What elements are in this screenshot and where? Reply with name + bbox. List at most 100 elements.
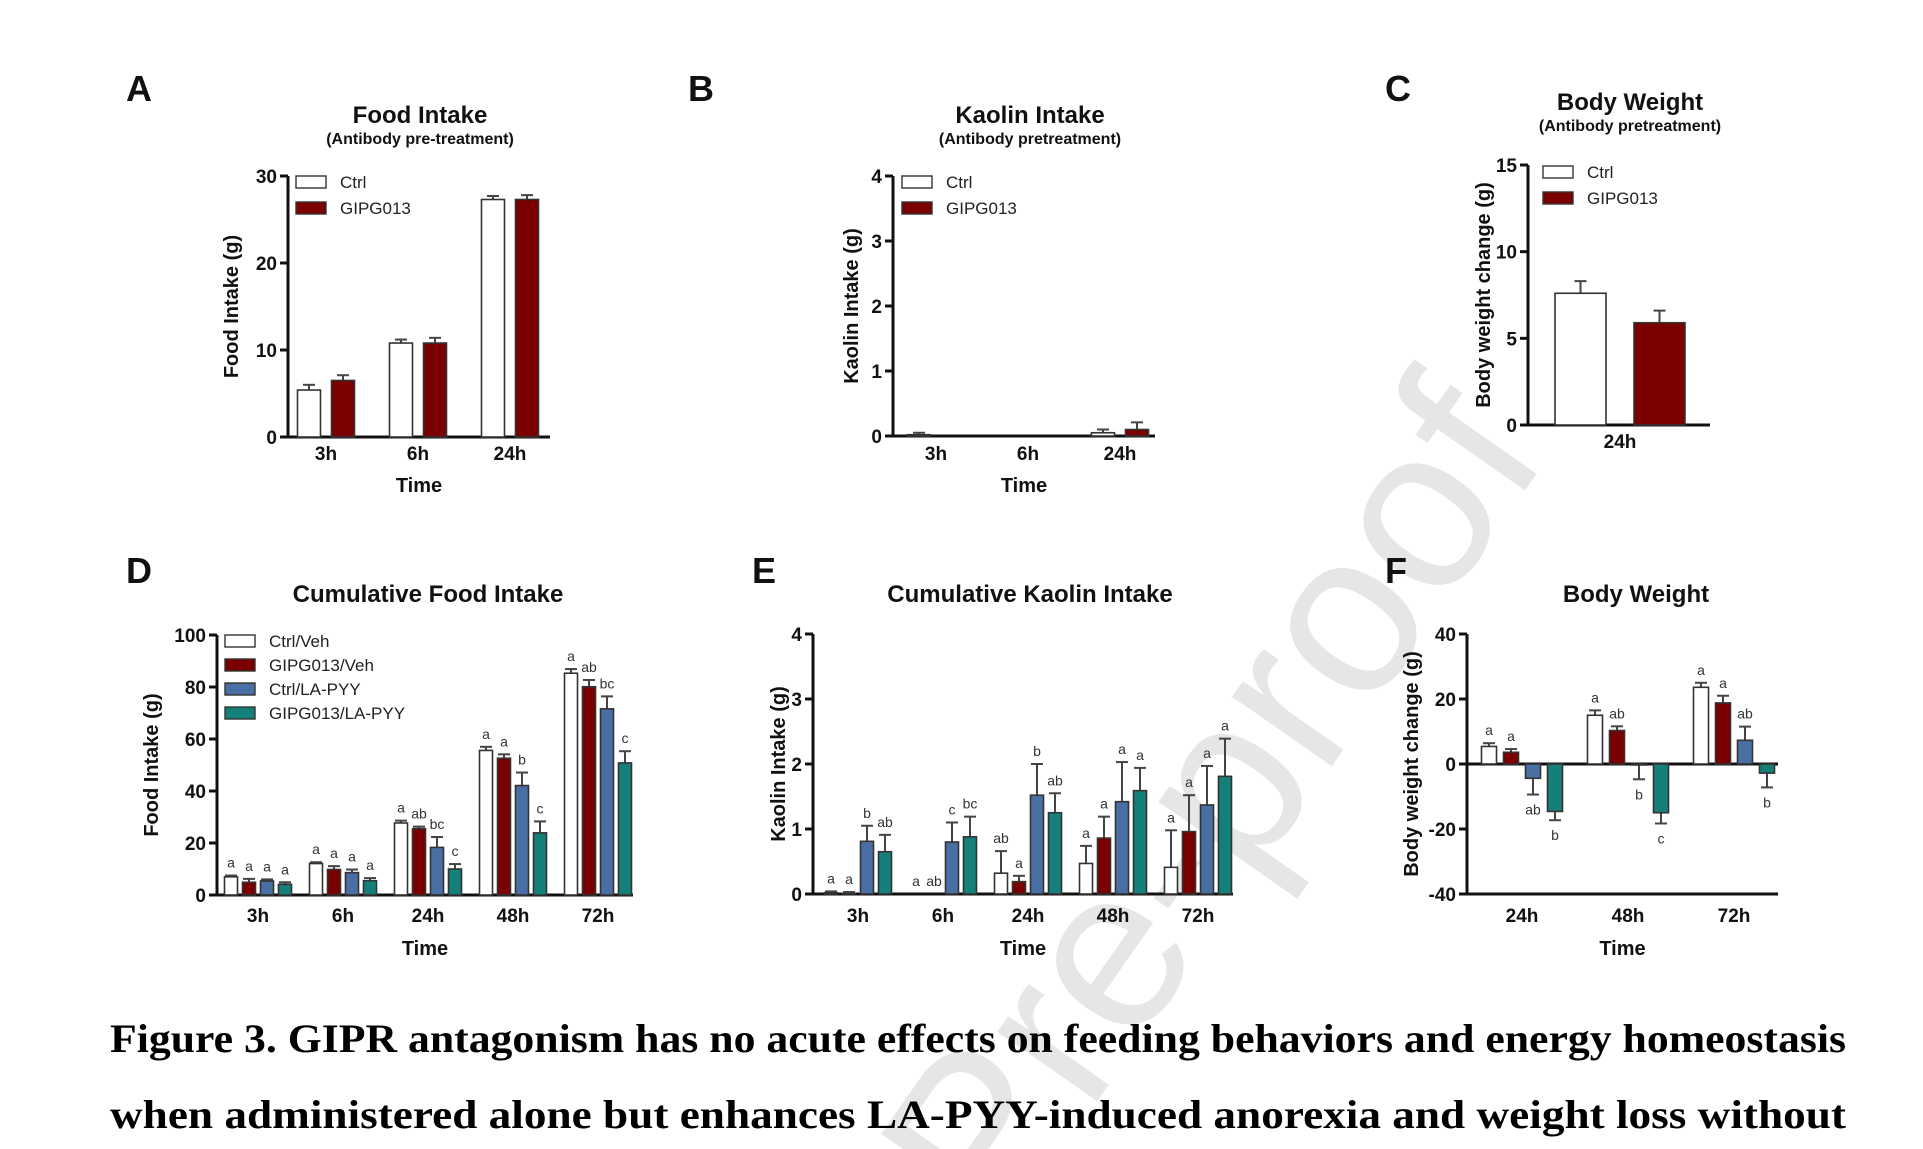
bar [1132,789,1148,895]
bar [877,850,893,895]
bar [859,840,875,895]
significance-label: ab [993,830,1009,846]
bar [1714,702,1732,765]
bar [599,708,615,896]
significance-label: a [227,855,235,871]
y-tick-label: 5 [1506,329,1517,350]
panel-label: C [1385,68,1411,109]
legend-label: GIPG013 [340,199,411,218]
y-axis-label: Kaolin Intake (g) [768,686,790,842]
x-axis-label: Time [396,475,442,497]
y-tick-label: 0 [1506,416,1517,437]
significance-label: ab [1609,705,1625,721]
y-tick-label: 0 [791,885,802,906]
bar [326,868,342,896]
x-tick-label: 6h [1017,444,1039,465]
significance-label: a [567,648,575,664]
y-tick-label: 3 [791,690,802,711]
legend-swatch [224,658,256,672]
bar [1502,751,1520,765]
legend-swatch [224,634,256,648]
x-tick-label: 3h [247,906,269,927]
significance-label: a [1167,809,1175,825]
legend-label: GIPG013 [1587,189,1658,208]
legend-label: Ctrl/LA-PYY [269,680,361,699]
bar [1114,800,1130,895]
x-axis-label: Time [1001,475,1047,497]
significance-label: a [1221,718,1229,734]
significance-label: a [366,857,374,873]
x-tick-label: 24h [1104,444,1137,465]
legend-swatch [224,682,256,696]
chart-subtitle: (Antibody pretreatment) [939,131,1121,148]
bar [296,389,322,438]
bar [532,832,548,896]
bar [1652,763,1670,814]
y-axis-label: Body weight change (g) [1473,182,1495,408]
significance-label: c [622,730,629,746]
significance-label: a [1203,745,1211,761]
x-axis-label: Time [402,938,448,960]
chart-title: Body Weight [1557,89,1703,116]
panel-label: F [1385,550,1407,591]
significance-label: b [1551,827,1559,843]
panel-label: B [688,68,714,109]
bar [944,841,960,895]
panel-label: A [126,68,152,109]
significance-label: a [1507,728,1515,744]
legend-swatch [1542,191,1574,205]
bar [362,879,378,896]
x-tick-label: 3h [847,906,869,927]
y-tick-label: 0 [195,886,206,907]
bar [1630,763,1648,766]
legend-label: Ctrl/Veh [269,632,329,651]
y-tick-label: 4 [791,625,802,646]
y-tick-label: 80 [185,678,206,699]
significance-label: a [912,873,920,889]
x-tick-label: 6h [932,906,954,927]
significance-label: ab [926,873,942,889]
panel-b: B Kaolin Intake (Antibody pretreatment) 0 1 2… [688,68,1155,497]
significance-label: a [1697,662,1705,678]
bar [411,827,427,896]
caption-line-2: when administered alone but enhances LA-… [110,1092,1847,1137]
bar [1181,830,1197,895]
y-axis-label: Body weight change (g) [1401,651,1423,877]
bar [496,757,512,896]
bar [962,835,978,895]
y-tick-label: 3 [871,232,882,253]
caption-line-1: Figure 3. GIPR antagonism has no acute e… [110,1016,1846,1061]
significance-label: a [1185,774,1193,790]
significance-label: a [1100,796,1108,812]
y-tick-label: 2 [871,297,882,318]
significance-label: a [827,870,835,886]
significance-label: bc [600,675,615,691]
bar [393,822,409,896]
bar [223,875,239,896]
significance-label: a [1082,825,1090,841]
legend: Ctrl GIPG013 [1542,163,1658,208]
y-tick-label: 40 [185,782,206,803]
y-axis-label: Food Intake (g) [221,235,243,378]
y-tick-label: 4 [871,167,882,188]
legend-label: Ctrl [1587,163,1613,182]
y-tick-label: 20 [1435,690,1456,711]
significance-label: b [863,805,871,821]
bar [259,880,275,896]
panel-d: D Cumulative Food Intake 0 20 40 60 80 100 Food … [126,550,633,960]
y-tick-label: 30 [256,167,277,188]
bar [1029,794,1045,895]
bar [1554,292,1607,426]
bar [1736,739,1754,765]
bar [1758,763,1776,774]
bar [1199,804,1215,895]
bar [1692,686,1710,765]
legend-swatch [901,201,933,215]
significance-label: a [330,845,338,861]
x-tick-label: 48h [1612,906,1645,927]
significance-label: b [518,752,526,768]
legend-swatch [295,201,327,215]
y-tick-label: 10 [1496,243,1517,264]
significance-label: bc [430,816,445,832]
bar [1078,862,1094,895]
